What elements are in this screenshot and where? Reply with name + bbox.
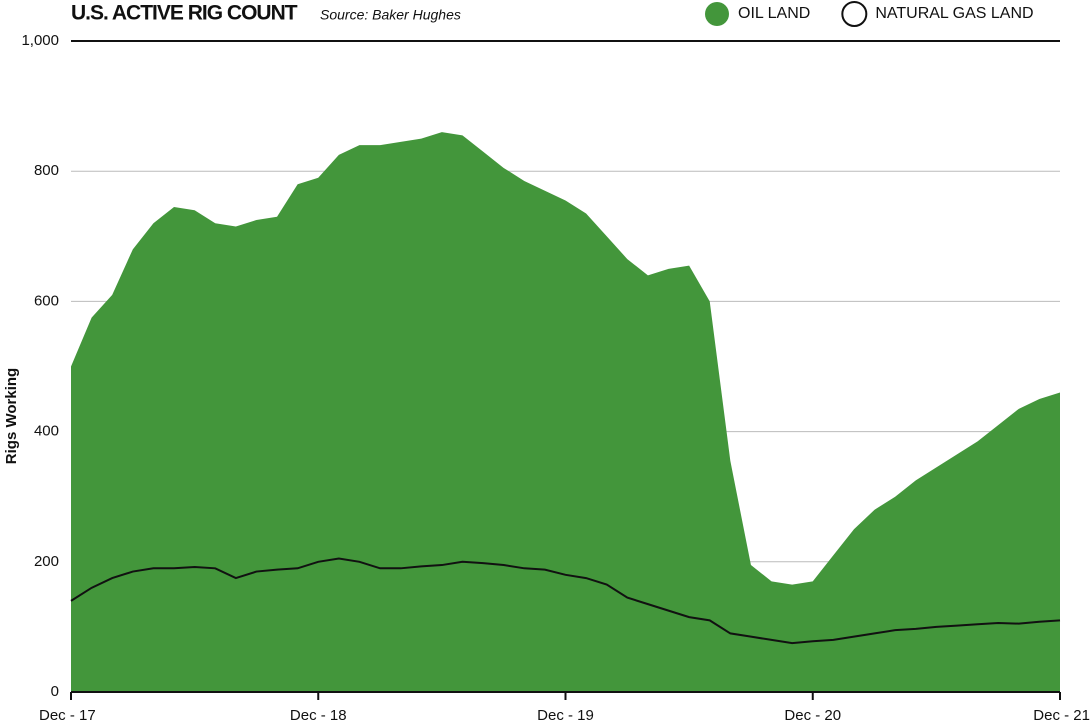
legend-label: NATURAL GAS LAND bbox=[875, 5, 1033, 22]
y-tick-label: 800 bbox=[34, 162, 59, 179]
legend-marker bbox=[841, 1, 868, 27]
y-tick-label: 200 bbox=[34, 553, 59, 570]
chart-title: U.S. ACTIVE RIG COUNT bbox=[71, 2, 298, 25]
y-tick-label: 400 bbox=[34, 423, 59, 440]
y-tick-label: 600 bbox=[34, 292, 59, 309]
y-axis-label: Rigs Working bbox=[3, 368, 20, 464]
x-tick-label: Dec - 18 bbox=[290, 707, 347, 724]
y-tick-label: 1,000 bbox=[21, 32, 59, 49]
legend-marker bbox=[705, 2, 729, 26]
gas-line bbox=[70, 557, 1061, 645]
x-tick-label: Dec - 20 bbox=[784, 707, 841, 724]
x-tick-label: Dec - 17 bbox=[39, 707, 96, 724]
chart-subtitle: Source: Baker Hughes bbox=[320, 7, 461, 23]
oil-area bbox=[71, 132, 1060, 692]
x-tick-label: Dec - 19 bbox=[537, 707, 594, 724]
legend-label: OIL LAND bbox=[738, 5, 810, 22]
y-tick-label: 0 bbox=[51, 683, 59, 700]
x-tick-label: Dec - 21 bbox=[1033, 707, 1090, 724]
